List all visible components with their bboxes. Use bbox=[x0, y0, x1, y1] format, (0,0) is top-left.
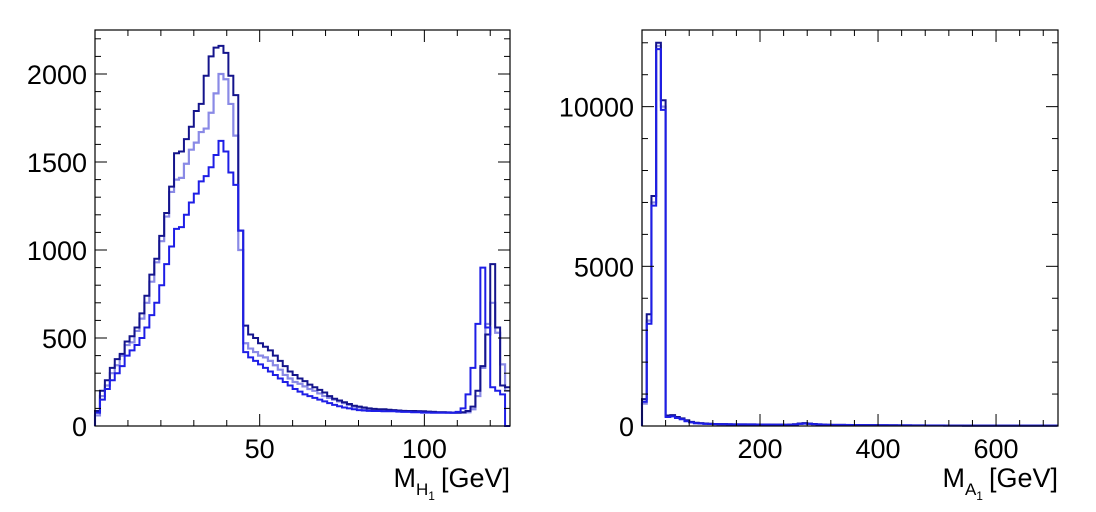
right-series-group bbox=[640, 41, 1058, 427]
left-ytick-label: 1000 bbox=[27, 236, 87, 266]
right-ytick-label: 0 bbox=[619, 412, 634, 442]
left-ticks-group: 0 500 1000 1500 2000 50 100 bbox=[27, 30, 510, 464]
right-xlabel: MA1[GeV] bbox=[942, 463, 1058, 503]
right-ytick-label: 10000 bbox=[559, 93, 634, 123]
left-xtick-label: 100 bbox=[402, 434, 447, 464]
right-xtick-label: 400 bbox=[855, 434, 900, 464]
right-histogram-series-1 bbox=[640, 44, 1058, 427]
right-histogram-series-2 bbox=[641, 41, 1058, 427]
chart-right: 0 5000 10000 200 400 600 MA1[GeV] bbox=[559, 29, 1059, 503]
right-xtick-label: 200 bbox=[737, 434, 782, 464]
left-plot-frame bbox=[94, 29, 511, 427]
left-ytick-label: 1500 bbox=[27, 148, 87, 178]
right-histogram-series-3 bbox=[641, 48, 1058, 427]
left-histogram-series-1 bbox=[93, 72, 510, 426]
left-ytick-label: 500 bbox=[42, 324, 87, 354]
left-xlabel: MH1[GeV] bbox=[394, 463, 511, 503]
left-series-group bbox=[93, 44, 510, 427]
left-ytick-label: 2000 bbox=[27, 60, 87, 90]
left-histogram-series-2 bbox=[94, 44, 510, 426]
right-ytick-label: 5000 bbox=[574, 252, 634, 282]
right-plot-frame bbox=[641, 29, 1059, 427]
left-ytick-label: 0 bbox=[72, 412, 87, 442]
right-xtick-label: 600 bbox=[974, 434, 1019, 464]
left-histogram-series-3 bbox=[94, 139, 510, 427]
chart-left: 0 500 1000 1500 2000 50 100 MH1[GeV] bbox=[27, 29, 511, 503]
left-xtick-label: 50 bbox=[245, 434, 275, 464]
right-ticks-group: 0 5000 10000 200 400 600 bbox=[559, 30, 1058, 464]
